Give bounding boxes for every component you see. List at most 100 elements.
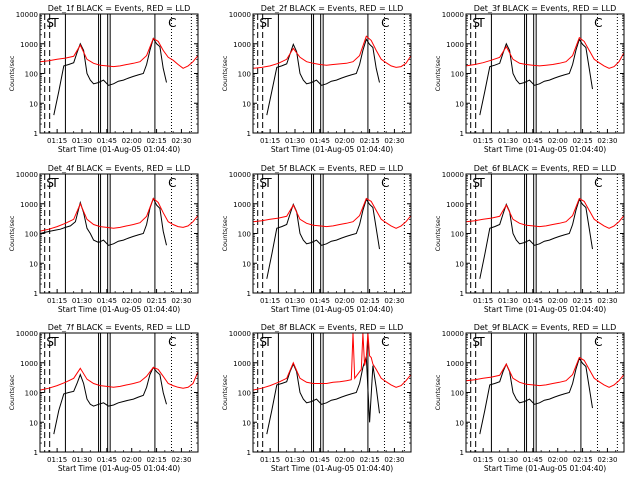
y-tick-label: 100 bbox=[25, 231, 38, 239]
events-series-line bbox=[53, 366, 167, 435]
x-axis-label: Start Time (01-Aug-05 01:04:40) bbox=[484, 145, 606, 154]
marker-label: T bbox=[263, 16, 272, 30]
x-tick-label: 01:45 bbox=[97, 137, 117, 145]
lld-series-line bbox=[465, 197, 625, 229]
detector-panel: ST C 1 10 100 1000 10000 01:15 01:30 01:45 02:00 02… bbox=[8, 164, 199, 314]
x-tick-label: 01:45 bbox=[523, 137, 543, 145]
x-tick-label: 01:15 bbox=[473, 456, 493, 464]
x-tick-label: 01:30 bbox=[72, 137, 92, 145]
x-tick-label: 01:30 bbox=[498, 297, 518, 305]
events-series-line bbox=[266, 198, 380, 279]
x-tick-label: 02:15 bbox=[146, 137, 166, 145]
x-tick-label: 01:45 bbox=[523, 456, 543, 464]
x-tick-label: 01:15 bbox=[473, 297, 493, 305]
events-series-line bbox=[479, 198, 593, 279]
x-tick-label: 02:00 bbox=[122, 137, 142, 145]
x-tick-label: 02:00 bbox=[548, 456, 568, 464]
events-series-line bbox=[479, 38, 593, 116]
y-tick-label: 1 bbox=[34, 130, 38, 138]
x-tick-label: 02:15 bbox=[359, 137, 379, 145]
y-tick-label: 1000 bbox=[233, 360, 251, 368]
x-tick-label: 02:00 bbox=[548, 297, 568, 305]
y-tick-label: 1000 bbox=[446, 360, 464, 368]
lld-series-line bbox=[39, 197, 199, 232]
marker-label: S bbox=[259, 16, 267, 30]
y-axis-label: Counts/sec bbox=[434, 215, 442, 251]
marker-label: T bbox=[263, 176, 272, 190]
x-tick-label: 02:30 bbox=[171, 137, 191, 145]
y-axis-label: Counts/sec bbox=[434, 374, 442, 410]
detector-panel: ST C 1 10 100 1000 10000 01:15 01:30 01:45 02:00 02… bbox=[221, 4, 412, 154]
marker-label: C bbox=[381, 335, 389, 349]
x-tick-label: 01:45 bbox=[310, 297, 330, 305]
y-tick-label: 10000 bbox=[16, 11, 38, 19]
marker-label: S bbox=[259, 335, 267, 349]
y-tick-label: 1000 bbox=[233, 201, 251, 209]
y-tick-label: 1000 bbox=[20, 360, 38, 368]
x-tick-label: 01:30 bbox=[72, 297, 92, 305]
panel-title: Det_5f BLACK = Events, RED = LLD bbox=[261, 164, 404, 173]
detector-panel: ST C 1 10 100 1000 10000 01:15 01:30 01:45 02:00 02… bbox=[221, 323, 412, 473]
detector-panel: ST C 1 10 100 1000 10000 01:15 01:30 01:45 02:00 02… bbox=[434, 4, 625, 154]
y-axis-label: Counts/sec bbox=[8, 374, 16, 410]
plot-frame bbox=[252, 13, 412, 134]
y-tick-label: 10000 bbox=[442, 171, 464, 179]
y-tick-label: 1 bbox=[460, 290, 464, 298]
x-axis-label: Start Time (01-Aug-05 01:04:40) bbox=[484, 305, 606, 314]
lld-series-line bbox=[39, 366, 199, 391]
panel-title: Det_7f BLACK = Events, RED = LLD bbox=[48, 323, 191, 332]
x-tick-label: 01:15 bbox=[47, 456, 67, 464]
x-tick-label: 02:15 bbox=[572, 137, 592, 145]
y-axis-label: Counts/sec bbox=[8, 215, 16, 251]
x-tick-label: 02:00 bbox=[122, 297, 142, 305]
plot-frame bbox=[252, 332, 412, 453]
y-tick-label: 10 bbox=[455, 419, 464, 427]
y-tick-label: 10000 bbox=[442, 11, 464, 19]
plot-frame bbox=[252, 173, 412, 294]
y-axis-label: Counts/sec bbox=[8, 55, 16, 91]
x-tick-label: 01:15 bbox=[473, 137, 493, 145]
x-tick-label: 02:15 bbox=[572, 456, 592, 464]
x-tick-label: 02:00 bbox=[335, 297, 355, 305]
y-tick-label: 100 bbox=[451, 71, 464, 79]
x-tick-label: 02:00 bbox=[122, 456, 142, 464]
y-tick-label: 1 bbox=[460, 449, 464, 457]
y-axis-label: Counts/sec bbox=[221, 55, 229, 91]
marker-label: C bbox=[594, 335, 602, 349]
marker-label: T bbox=[50, 335, 59, 349]
x-axis-label: Start Time (01-Aug-05 01:04:40) bbox=[271, 145, 393, 154]
marker-label: C bbox=[381, 16, 389, 30]
plot-frame bbox=[39, 13, 199, 134]
y-tick-label: 1 bbox=[247, 449, 251, 457]
y-tick-label: 10000 bbox=[229, 330, 251, 338]
x-tick-label: 02:30 bbox=[597, 456, 617, 464]
y-tick-label: 10000 bbox=[442, 330, 464, 338]
x-tick-label: 02:00 bbox=[335, 137, 355, 145]
x-tick-label: 01:30 bbox=[498, 137, 518, 145]
detector-panel: ST C 1 10 100 1000 10000 01:15 01:30 01:45 02:00 02… bbox=[434, 164, 625, 314]
x-axis-label: Start Time (01-Aug-05 01:04:40) bbox=[58, 305, 180, 314]
y-tick-label: 100 bbox=[238, 390, 251, 398]
marker-label: T bbox=[263, 335, 272, 349]
y-tick-label: 10 bbox=[242, 419, 251, 427]
lld-series-line bbox=[252, 35, 412, 69]
panel-title: Det_6f BLACK = Events, RED = LLD bbox=[474, 164, 617, 173]
y-tick-label: 10 bbox=[242, 260, 251, 268]
x-tick-label: 02:30 bbox=[384, 456, 404, 464]
x-tick-label: 02:30 bbox=[171, 297, 191, 305]
x-tick-label: 02:30 bbox=[384, 137, 404, 145]
x-tick-label: 01:45 bbox=[310, 137, 330, 145]
x-tick-label: 01:30 bbox=[285, 456, 305, 464]
lld-series-line bbox=[465, 356, 625, 388]
x-tick-label: 01:15 bbox=[260, 456, 280, 464]
marker-label: C bbox=[168, 176, 176, 190]
x-tick-label: 02:15 bbox=[359, 456, 379, 464]
y-tick-label: 1000 bbox=[20, 41, 38, 49]
x-tick-label: 02:30 bbox=[597, 137, 617, 145]
marker-label: C bbox=[594, 16, 602, 30]
y-tick-label: 10000 bbox=[229, 171, 251, 179]
marker-label: S bbox=[46, 335, 54, 349]
events-series-line bbox=[39, 197, 167, 246]
y-tick-label: 1000 bbox=[446, 41, 464, 49]
y-tick-label: 10 bbox=[242, 100, 251, 108]
